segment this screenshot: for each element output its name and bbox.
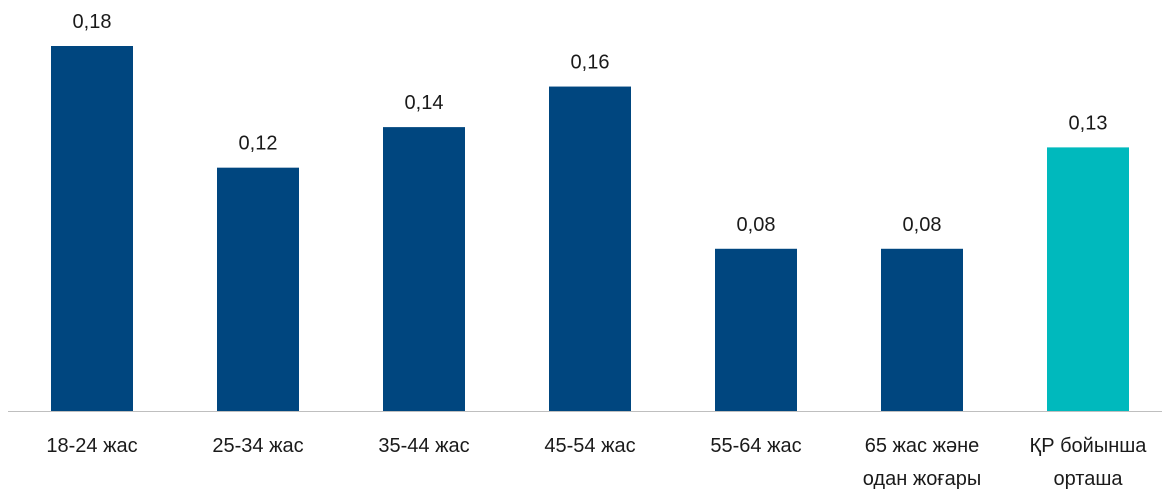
- category-label-5: 55-64 жас: [710, 435, 801, 457]
- value-label-5: 0,08: [737, 214, 776, 236]
- value-label-1: 0,18: [73, 11, 112, 33]
- bar-7: [1047, 147, 1129, 411]
- bar-3: [383, 127, 465, 411]
- value-label-3: 0,14: [405, 92, 444, 114]
- category-label-line: одан жоғары: [863, 468, 982, 490]
- category-label-line: 18-24 жас: [46, 435, 137, 457]
- value-label-2: 0,12: [239, 133, 278, 155]
- value-label-7: 0,13: [1069, 112, 1108, 134]
- value-label-4: 0,16: [571, 52, 610, 74]
- category-label-line: 45-54 жас: [544, 435, 635, 457]
- bar-1: [51, 46, 133, 411]
- value-label-6: 0,08: [903, 214, 942, 236]
- category-label-line: 35-44 жас: [378, 435, 469, 457]
- category-label-line: ҚР бойынша: [1030, 435, 1148, 457]
- category-label-3: 35-44 жас: [378, 435, 469, 457]
- category-label-1: 18-24 жас: [46, 435, 137, 457]
- category-label-line: 65 жас және: [865, 435, 980, 457]
- category-labels-layer: 18-24 жас 25-34 жас 35-44 жас 45-54 жас 55-6…: [46, 435, 1147, 490]
- category-label-2: 25-34 жас: [212, 435, 303, 457]
- bar-5: [715, 249, 797, 411]
- category-label-line: 55-64 жас: [710, 435, 801, 457]
- category-label-4: 45-54 жас: [544, 435, 635, 457]
- category-label-line: 25-34 жас: [212, 435, 303, 457]
- bar-2: [217, 168, 299, 411]
- bar-6: [881, 249, 963, 411]
- category-label-line: орташа: [1053, 468, 1123, 490]
- bar-4: [549, 87, 631, 411]
- category-label-7: ҚР бойынша орташа: [1030, 435, 1148, 490]
- bars-layer: [51, 46, 1129, 411]
- category-label-6: 65 жас және одан жоғары: [863, 435, 982, 490]
